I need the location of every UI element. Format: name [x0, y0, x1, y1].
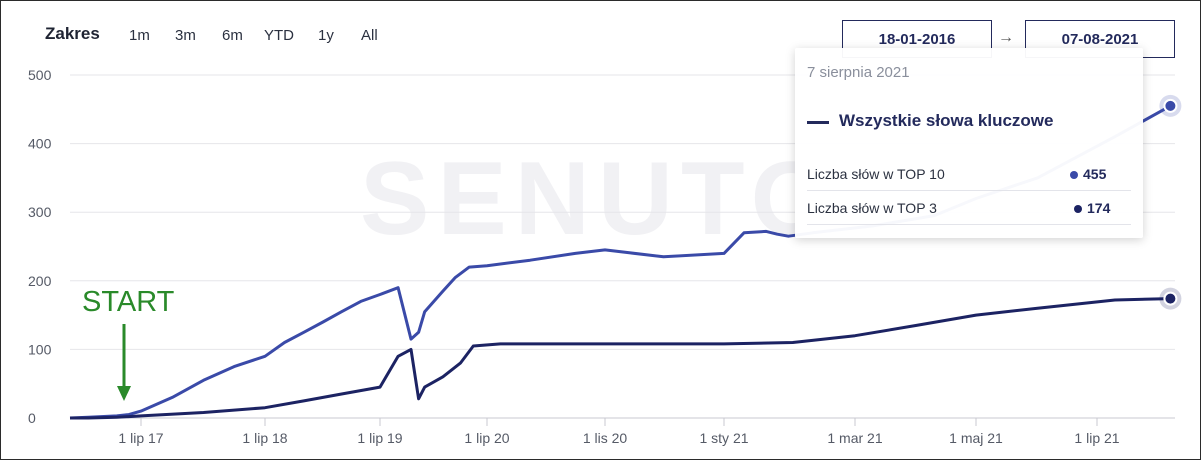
- y-tick-label: 100: [28, 341, 52, 357]
- start-annotation-label: START: [82, 286, 175, 318]
- chart-tooltip: 7 sierpnia 2021 Wszystkie słowa kluczowe…: [795, 48, 1143, 238]
- x-tick-label: 1 lip 20: [464, 430, 509, 446]
- y-tick-label: 300: [28, 204, 52, 220]
- tooltip-dot-icon: [1074, 205, 1082, 213]
- tooltip-series-name: Wszystkie słowa kluczowe: [839, 111, 1054, 130]
- y-tick-label: 200: [28, 273, 52, 289]
- tooltip-row-label: Liczba słów w TOP 10: [807, 166, 945, 182]
- range-button-ytd[interactable]: YTD: [264, 27, 294, 44]
- tooltip-row-top10: Liczba słów w TOP 10 455: [807, 158, 1131, 191]
- x-tick-label: 1 mar 21: [827, 430, 882, 446]
- y-tick-label: 400: [28, 136, 52, 152]
- x-tick-label: 1 sty 21: [699, 430, 748, 446]
- series-point-top10: [1163, 98, 1178, 113]
- y-tick-label: 500: [28, 67, 52, 83]
- senuto-watermark: SENUTO: [360, 141, 840, 257]
- date-range-arrow-icon: →: [998, 29, 1014, 46]
- tooltip-dot-icon: [1070, 171, 1078, 179]
- tooltip-row-label: Liczba słów w TOP 3: [807, 200, 937, 216]
- range-button-3m[interactable]: 3m: [175, 27, 196, 44]
- x-tick-label: 1 lip 19: [357, 430, 402, 446]
- range-button-1y[interactable]: 1y: [318, 27, 334, 44]
- start-arrow-head-icon: [117, 386, 131, 401]
- tooltip-row-top3: Liczba słów w TOP 3 174: [807, 192, 1131, 225]
- range-button-1m[interactable]: 1m: [129, 27, 150, 44]
- range-label: Zakres: [45, 24, 100, 43]
- tooltip-row-value: 174: [1087, 200, 1111, 216]
- x-tick-label: 1 lis 20: [583, 430, 628, 446]
- tooltip-date: 7 sierpnia 2021: [807, 64, 910, 81]
- y-tick-label: 0: [28, 410, 36, 426]
- x-tick-label: 1 lip 17: [118, 430, 163, 446]
- tooltip-row-value: 455: [1083, 166, 1107, 182]
- range-button-all[interactable]: All: [361, 27, 378, 44]
- range-button-6m[interactable]: 6m: [222, 27, 243, 44]
- x-tick-label: 1 lip 21: [1074, 430, 1119, 446]
- tooltip-series-line-icon: [807, 121, 829, 124]
- series-point-top3: [1163, 291, 1178, 306]
- x-tick-label: 1 maj 21: [949, 430, 1003, 446]
- x-tick-label: 1 lip 18: [242, 430, 287, 446]
- series-line-top3: [70, 297, 1171, 420]
